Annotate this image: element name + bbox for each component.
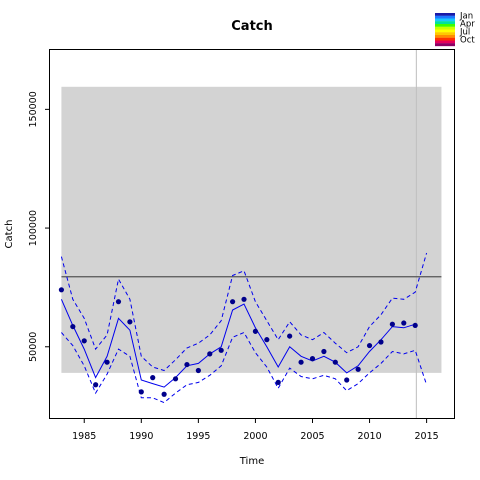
- observed-point: [366, 342, 373, 349]
- observed-point: [275, 379, 281, 385]
- observed-point: [207, 351, 213, 357]
- observed-point: [104, 359, 110, 365]
- legend-label-oct: Oct: [460, 36, 475, 46]
- observed-point: [287, 333, 293, 339]
- legend-swatch: [435, 29, 455, 33]
- legend-swatch: [435, 40, 455, 44]
- observed-point: [389, 321, 395, 327]
- observed-point: [81, 338, 87, 344]
- observed-point: [355, 366, 361, 372]
- legend-color-bar: [435, 13, 455, 47]
- x-axis: 1985 1990 1995 2000 2005 2010 2015: [72, 418, 439, 442]
- x-tick-label: 2000: [243, 431, 267, 442]
- x-tick-label: 1995: [186, 431, 210, 442]
- y-axis-label: Catch: [4, 220, 15, 249]
- x-tick-label: 2005: [300, 431, 324, 442]
- observed-point: [138, 389, 144, 395]
- observed-point: [127, 319, 133, 325]
- legend-swatch: [435, 13, 455, 16]
- legend-label-apr: Apr: [460, 20, 475, 30]
- x-tick-label: 2010: [357, 431, 381, 442]
- observed-point: [150, 375, 156, 381]
- observed-point: [184, 361, 190, 368]
- observed-point: [264, 337, 270, 343]
- observed-point: [378, 339, 384, 345]
- observed-point: [195, 367, 201, 374]
- legend-label-jul: Jul: [459, 28, 470, 38]
- chart-title: Catch: [231, 19, 273, 34]
- observed-point: [401, 320, 407, 326]
- legend-label-jan: Jan: [459, 12, 473, 22]
- legend-swatch: [435, 37, 455, 41]
- legend-swatch: [435, 32, 455, 36]
- observed-point: [241, 296, 247, 302]
- observed-point: [70, 323, 76, 330]
- observed-point: [218, 347, 224, 353]
- shaded-band: [61, 86, 442, 373]
- x-axis-label: Time: [239, 456, 264, 467]
- legend-swatch: [435, 26, 455, 30]
- legend: Jan Apr Jul Oct: [435, 12, 475, 47]
- observed-point: [332, 359, 338, 365]
- x-tick-label: 1985: [72, 431, 96, 442]
- observed-point: [58, 287, 65, 293]
- observed-point: [93, 382, 99, 388]
- y-tick-label: 50000: [28, 332, 39, 362]
- legend-swatch: [435, 18, 455, 22]
- observed-point: [309, 356, 316, 362]
- legend-swatch: [435, 15, 455, 19]
- observed-point: [172, 376, 179, 382]
- observed-point: [252, 328, 259, 334]
- lower-bound-line: [61, 331, 428, 404]
- observed-point: [344, 377, 350, 383]
- y-axis: 50000 100000 150000: [28, 91, 50, 362]
- plot-area: [58, 50, 442, 418]
- observed-point: [229, 299, 236, 305]
- y-tick-label: 100000: [28, 210, 39, 246]
- legend-swatch: [435, 24, 455, 27]
- observed-point: [161, 391, 167, 397]
- observed-point: [298, 359, 304, 365]
- fitted-line: [60, 299, 416, 388]
- legend-swatch: [435, 43, 455, 47]
- observed-point: [321, 348, 327, 355]
- legend-swatch: [435, 21, 455, 25]
- observed-point: [115, 299, 122, 305]
- observed-point: [412, 322, 418, 329]
- upper-bound-line: [60, 252, 428, 372]
- x-tick-label: 2015: [415, 431, 439, 442]
- y-tick-label: 150000: [28, 91, 39, 127]
- x-tick-label: 1990: [129, 431, 153, 442]
- plot-frame: [49, 49, 455, 419]
- legend-swatch: [435, 35, 455, 38]
